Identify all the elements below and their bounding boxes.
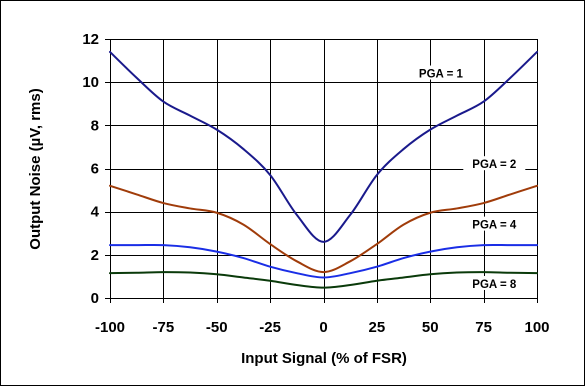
series-line-pga-2	[109, 184, 538, 274]
series-label-bg	[463, 156, 526, 171]
y-tick-label: 0	[91, 290, 99, 307]
series-line-pga-4	[109, 243, 538, 279]
series-line-pga-8	[109, 271, 538, 289]
series-label-bg	[409, 65, 472, 80]
y-tick-label: 8	[91, 117, 99, 134]
y-tick-label: 6	[91, 161, 99, 178]
y-tick-label: 10	[82, 74, 99, 91]
y-tick-label: 12	[82, 31, 99, 48]
series-label-bg	[463, 216, 526, 231]
y-tick-label: 4	[91, 204, 100, 221]
series-line-pga-1	[109, 50, 538, 243]
x-tick-label: 75	[475, 319, 492, 336]
x-tick-label: -25	[259, 319, 281, 336]
series-label: PGA = 4	[472, 220, 517, 232]
x-tick-label: 100	[524, 319, 549, 336]
grid	[110, 39, 537, 298]
axis-ticks	[105, 39, 538, 303]
series-label: PGA = 2	[472, 159, 516, 171]
series-labels: PGA = 1 PGA = 2 PGA = 4 PGA = 8	[409, 65, 526, 291]
y-tick-label: 2	[91, 247, 99, 264]
x-tick-label: -75	[153, 319, 175, 336]
x-tick-label: 50	[422, 319, 439, 336]
x-axis-title: Input Signal (% of FSR)	[241, 350, 407, 367]
series-lines	[109, 50, 538, 289]
axis-tick-labels: -100 -75 -50 -25 0 25 50 75 100 0 2 4 6 8 10 12	[82, 31, 549, 336]
y-axis-title: Output Noise (µV, rms)	[27, 88, 44, 249]
series-label: PGA = 1	[419, 69, 464, 81]
x-tick-label: 0	[319, 319, 327, 336]
series-label-bg	[463, 275, 526, 290]
series-label: PGA = 8	[472, 279, 517, 291]
x-tick-label: 25	[369, 319, 386, 336]
x-tick-label: -50	[206, 319, 228, 336]
x-tick-label: -100	[95, 319, 125, 336]
